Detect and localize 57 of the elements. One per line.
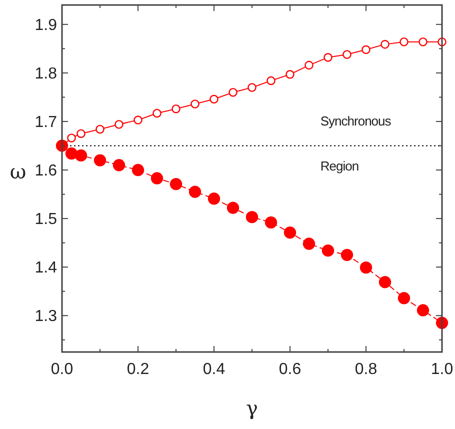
point [286,70,294,79]
point [398,292,410,304]
x-tick-label: 0.8 [354,361,378,378]
point [416,304,430,316]
point [208,192,220,205]
point [114,120,124,129]
point [76,129,86,138]
point [210,94,218,104]
y-tick-label: 1.8 [34,66,58,83]
y-axis-title: ω [10,160,26,184]
point [322,244,334,257]
point [188,186,202,198]
y-tick-label: 1.9 [34,17,58,34]
x-tick-label: 0.4 [202,361,226,378]
x-axis-title: γ [246,396,258,420]
point [362,45,370,54]
y-tick-label: 1.3 [34,308,58,326]
x-tick-label: 0.2 [126,361,150,378]
point [228,88,238,97]
point [246,210,258,224]
point [67,134,76,142]
point [172,104,180,114]
point [94,154,106,166]
y-tick-label: 1.7 [34,114,58,132]
point [152,108,162,118]
x-tick-label: 0.0 [50,361,74,378]
point [266,76,276,86]
y-tick-label: 1.4 [34,260,58,277]
point [134,116,142,124]
point [284,226,296,239]
point [65,147,78,160]
point [400,37,408,46]
point [360,261,372,274]
point [132,164,144,176]
point [304,60,314,70]
x-tick-label: 0.6 [278,361,302,378]
point [264,216,278,229]
y-tick-label: 1.5 [34,211,58,228]
point [302,238,316,250]
point [150,172,164,184]
point [170,178,182,190]
point [74,149,88,162]
point [342,50,352,59]
point [96,124,104,134]
annotation: Synchronous [320,113,392,128]
point [324,53,332,62]
point [248,83,256,92]
x-tick-label: 1.0 [430,361,454,378]
point [380,40,390,49]
point [226,202,240,214]
point [112,159,126,172]
y-tick-label: 1.6 [34,162,58,180]
point [190,100,200,108]
point [340,248,354,262]
point [378,276,392,288]
annotation: Region [320,158,359,174]
point [418,37,428,46]
